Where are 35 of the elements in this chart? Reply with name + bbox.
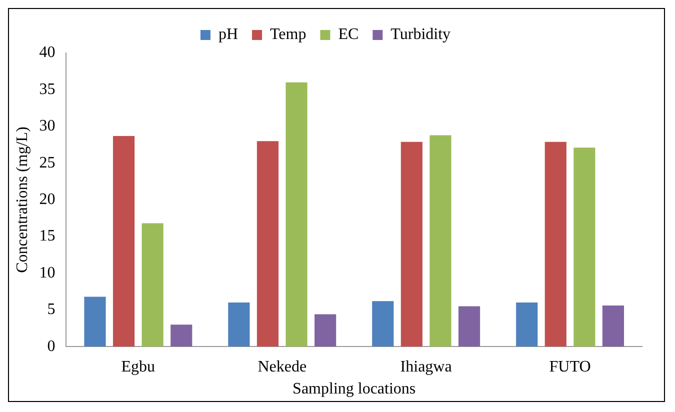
y-tick-label: 40: [39, 44, 56, 62]
x-tick-label: Nekede: [258, 358, 307, 376]
bar: [142, 223, 164, 347]
y-tick-label: 30: [39, 118, 56, 135]
x-tick-label: Ihiagwa: [400, 358, 452, 376]
y-tick-label: 35: [39, 80, 56, 98]
bar: [544, 142, 566, 347]
x-tick-label: FUTO: [549, 358, 591, 376]
bar: [228, 302, 250, 347]
bar: [574, 148, 596, 347]
legend-label: Temp: [270, 26, 306, 44]
y-tick-label: 20: [39, 191, 56, 208]
bar: [458, 306, 480, 347]
bar: [84, 296, 106, 347]
y-tick-label: 10: [39, 264, 56, 282]
legend-label: pH: [218, 26, 238, 44]
legend-label: EC: [338, 26, 359, 44]
bar: [256, 141, 279, 347]
y-tick-label: 0: [47, 338, 56, 355]
bar: [286, 82, 308, 347]
y-tick-label: 5: [47, 301, 56, 318]
bar: [516, 302, 538, 347]
legend-label: Turbidity: [390, 26, 451, 44]
bar: [430, 135, 452, 347]
y-tick-label: 25: [39, 154, 56, 172]
x-axis-title: Sampling locations: [292, 380, 416, 398]
bar: [372, 301, 394, 347]
bar: [400, 142, 422, 347]
y-tick-label: 15: [39, 228, 56, 245]
bar: [112, 136, 135, 347]
bar: [602, 305, 624, 347]
bar: [170, 324, 192, 347]
x-tick-label: Egbu: [121, 358, 156, 376]
y-axis-title: Concentrations (mg/L): [14, 126, 31, 273]
bar: [314, 314, 336, 347]
